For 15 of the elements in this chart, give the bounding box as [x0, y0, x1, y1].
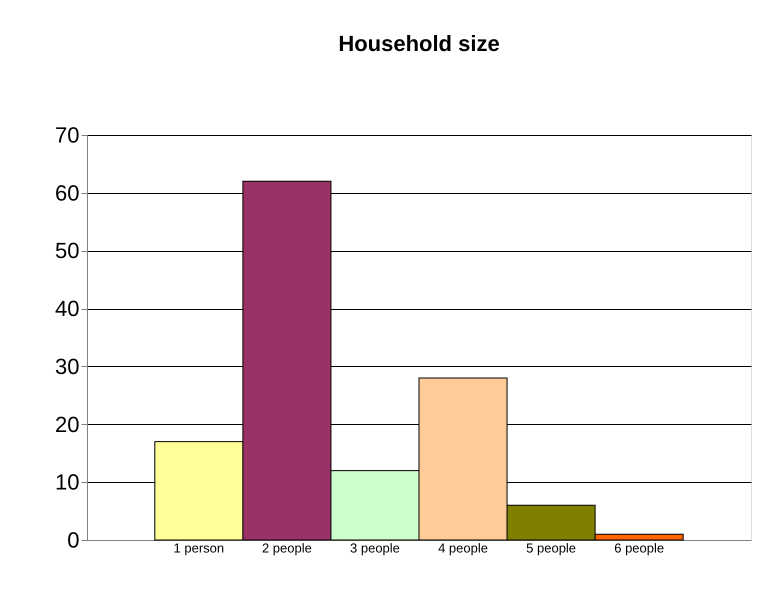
- x-tick-label: 3 people: [350, 540, 400, 556]
- x-tick-label: 4 people: [438, 540, 488, 556]
- y-tick-label: 0: [67, 528, 80, 552]
- x-tick-label: 1 person: [174, 540, 224, 556]
- y-tick-label: 40: [55, 296, 80, 322]
- x-tick-label: 6 people: [614, 540, 664, 556]
- y-tick-label: 70: [55, 122, 80, 148]
- y-tick-label: 30: [55, 354, 80, 379]
- x-tick-label: 2 people: [262, 540, 312, 556]
- y-tick-label: 10: [55, 470, 80, 495]
- y-tick-label: 60: [55, 180, 80, 206]
- y-tick-label: 50: [55, 238, 80, 264]
- y-tick-label: 20: [55, 412, 80, 437]
- chart-title: Household size: [338, 31, 500, 56]
- x-tick-label: 5 people: [526, 540, 576, 556]
